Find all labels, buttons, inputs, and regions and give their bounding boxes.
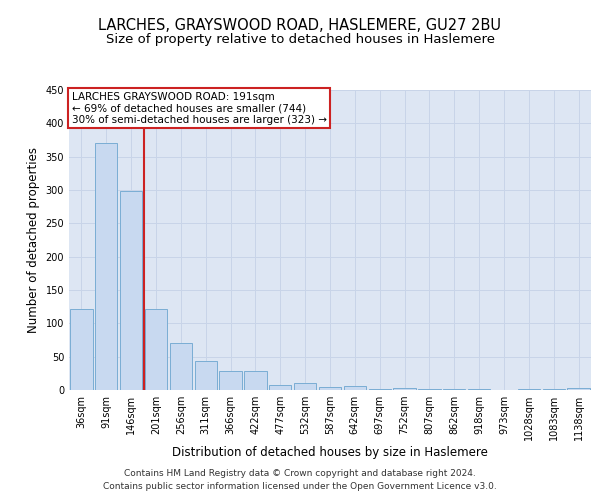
X-axis label: Distribution of detached houses by size in Haslemere: Distribution of detached houses by size … [172,446,488,459]
Bar [443,388,466,390]
Y-axis label: Number of detached properties: Number of detached properties [27,147,40,333]
Text: Contains public sector information licensed under the Open Government Licence v3: Contains public sector information licen… [103,482,497,491]
Text: Size of property relative to detached houses in Haslemere: Size of property relative to detached ho… [106,32,494,46]
Bar [394,388,416,390]
Bar [120,192,142,390]
Bar [70,308,92,390]
Bar [269,384,292,390]
Bar [368,388,391,390]
Bar [244,370,266,390]
Bar [344,386,366,390]
Bar [518,388,540,390]
Text: LARCHES, GRAYSWOOD ROAD, HASLEMERE, GU27 2BU: LARCHES, GRAYSWOOD ROAD, HASLEMERE, GU27… [98,18,502,32]
Bar [95,144,118,390]
Bar [319,386,341,390]
Bar [145,308,167,390]
Bar [170,344,192,390]
Bar [220,370,242,390]
Bar [294,384,316,390]
Bar [568,388,590,390]
Text: LARCHES GRAYSWOOD ROAD: 191sqm
← 69% of detached houses are smaller (744)
30% of: LARCHES GRAYSWOOD ROAD: 191sqm ← 69% of … [71,92,326,124]
Bar [194,362,217,390]
Text: Contains HM Land Registry data © Crown copyright and database right 2024.: Contains HM Land Registry data © Crown c… [124,468,476,477]
